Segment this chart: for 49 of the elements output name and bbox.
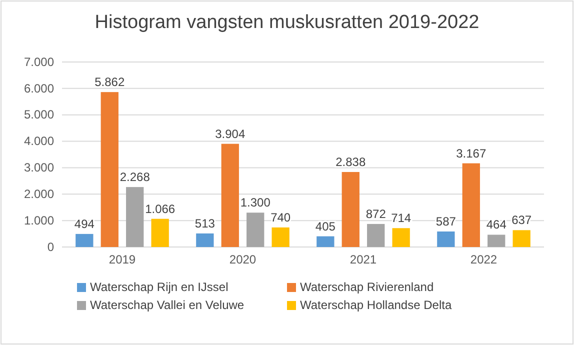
data-label: 3.904 xyxy=(215,126,246,141)
data-label: 637 xyxy=(512,213,532,228)
y-tick-label: 6.000 xyxy=(24,81,54,96)
bar xyxy=(196,233,214,247)
data-label: 494 xyxy=(74,216,95,231)
y-tick-label: 5.000 xyxy=(24,108,54,122)
bar xyxy=(272,227,290,247)
data-label: 714 xyxy=(391,211,412,226)
bar xyxy=(221,144,239,247)
bar xyxy=(126,187,144,247)
bar xyxy=(342,172,360,247)
y-tick-label: 2.000 xyxy=(24,186,54,201)
data-label: 513 xyxy=(194,216,216,230)
bar xyxy=(392,228,410,247)
data-label: 1.300 xyxy=(240,196,271,210)
bar xyxy=(76,234,94,247)
x-tick-label: 2021 xyxy=(350,252,377,267)
y-tick-label: 1.000 xyxy=(24,213,54,228)
legend-label: Waterschap Vallei en Veluwe xyxy=(90,298,244,312)
bar xyxy=(151,218,169,247)
y-tick-label: 4.000 xyxy=(24,134,54,148)
bar xyxy=(100,92,118,247)
bar xyxy=(462,163,480,247)
x-tick-label: 2020 xyxy=(229,252,256,267)
bar xyxy=(367,224,385,247)
x-tick-label: 2022 xyxy=(470,252,498,267)
x-tick-label: 2019 xyxy=(108,252,136,267)
data-label: 872 xyxy=(366,206,386,221)
data-label: 2.838 xyxy=(336,154,366,169)
data-label: 2.268 xyxy=(120,170,150,184)
chart-title: Histogram vangsten muskusratten 2019-2022 xyxy=(94,12,480,33)
data-label: 587 xyxy=(436,214,456,228)
data-label: 464 xyxy=(486,218,507,232)
legend-label: Waterschap Rijn en IJssel xyxy=(90,280,228,294)
data-label: 5.862 xyxy=(94,75,125,90)
data-label: 3.167 xyxy=(456,146,486,160)
bar xyxy=(437,231,455,247)
bar xyxy=(488,234,506,247)
bar xyxy=(246,212,264,247)
legend-label: Waterschap Rivierenland xyxy=(300,280,434,294)
bar xyxy=(316,236,334,247)
bar xyxy=(512,230,530,247)
y-tick-label: 0 xyxy=(47,240,54,254)
y-tick-label: 3.000 xyxy=(24,160,54,175)
legend-label: Waterschap Hollandse Delta xyxy=(300,298,452,312)
data-label: 405 xyxy=(315,219,336,234)
data-label: 740 xyxy=(270,210,291,224)
data-label: 1.066 xyxy=(145,202,176,216)
y-tick-label: 7.000 xyxy=(24,54,54,69)
